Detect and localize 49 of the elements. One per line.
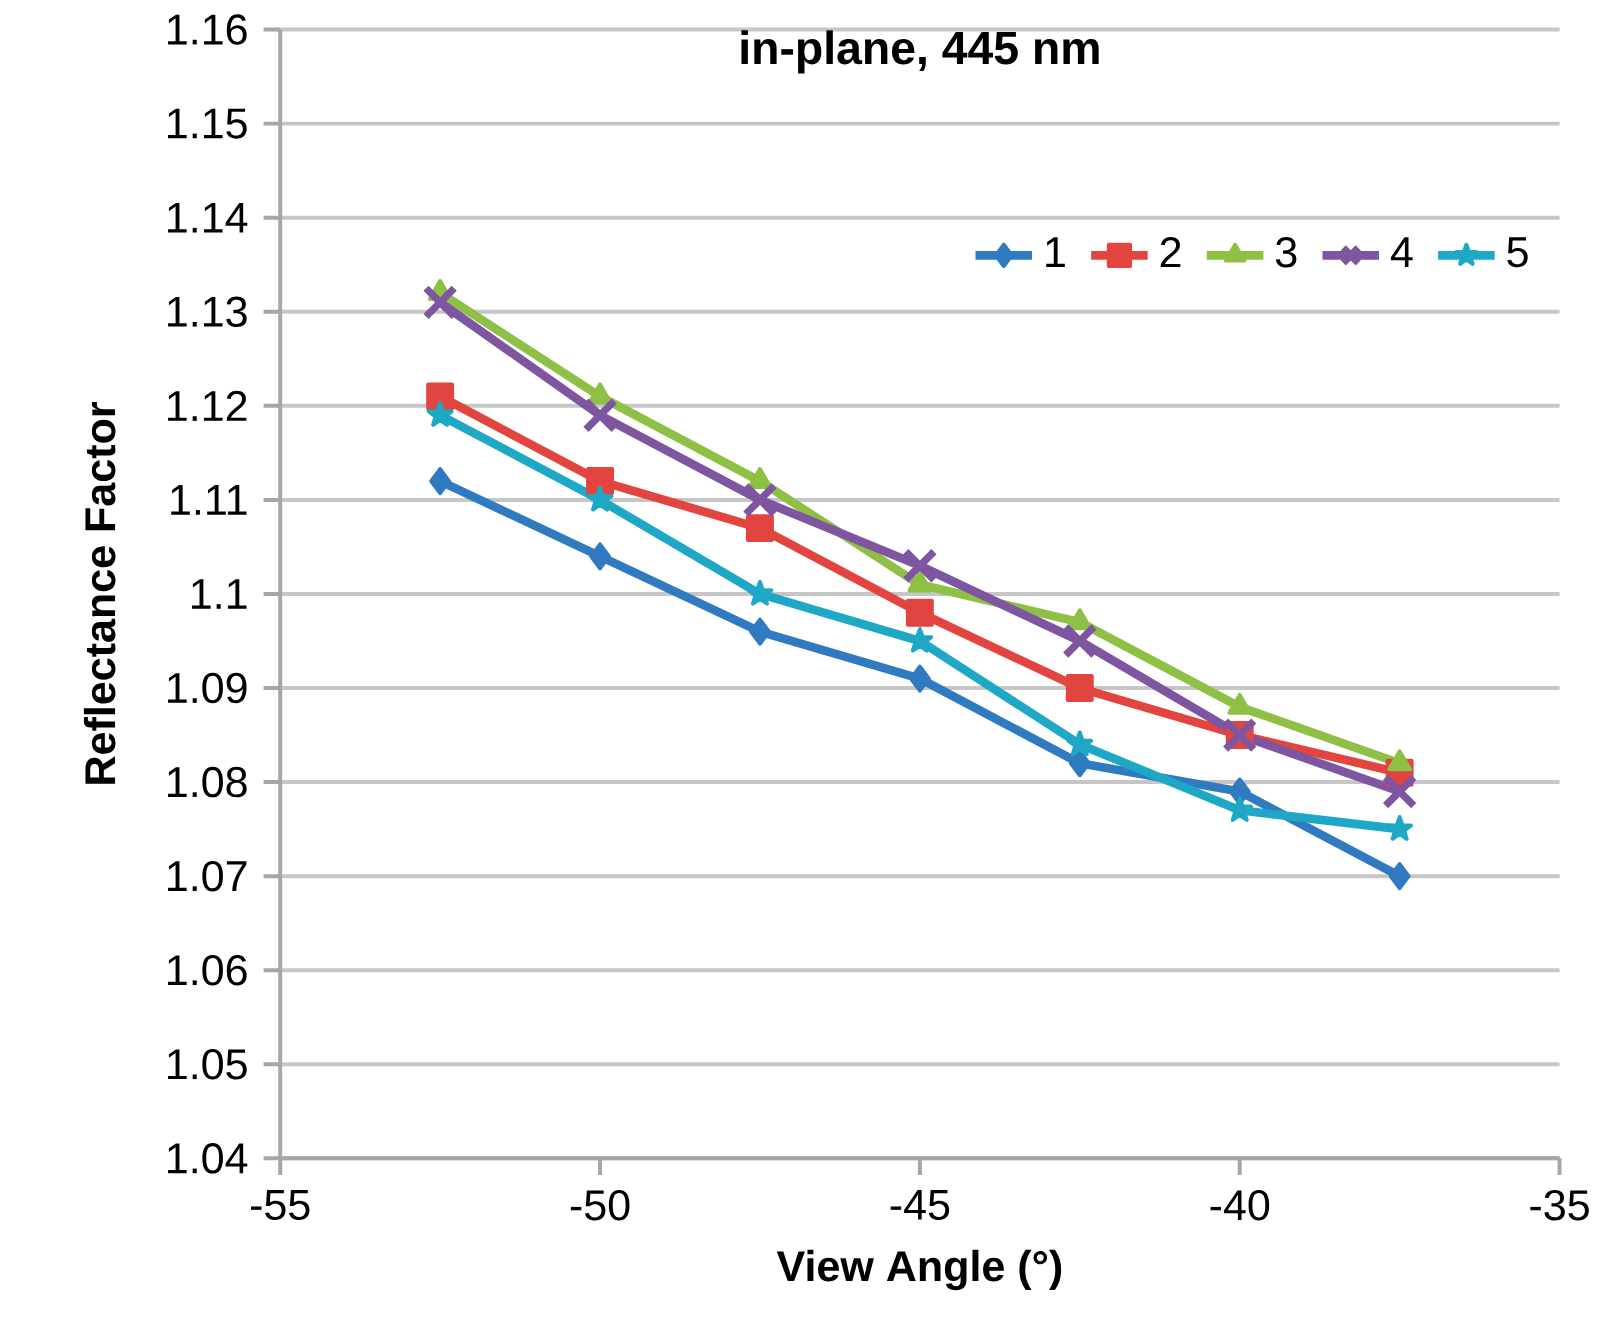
point — [749, 617, 771, 646]
point — [586, 486, 614, 512]
y-tick-label: 1.08 — [168, 766, 247, 798]
legend-label: 1 — [1046, 237, 1065, 267]
y-tick-label: 1.05 — [168, 1049, 247, 1080]
point — [902, 548, 938, 584]
point — [742, 482, 778, 518]
y-tick-label: 1.09 — [168, 672, 247, 704]
point — [426, 382, 455, 411]
x-axis-title: View Angle (°) — [776, 1249, 1062, 1291]
y-tick-label: 1.1 — [192, 579, 247, 609]
y-tick-label: 1.07 — [168, 860, 247, 892]
point — [1386, 815, 1413, 841]
legend-label: 2 — [1160, 237, 1181, 268]
x-tick-label: -40 — [1210, 1190, 1270, 1221]
point — [1226, 796, 1254, 823]
y-tick-label: 1.13 — [168, 296, 247, 328]
point — [746, 514, 774, 543]
point — [1068, 749, 1091, 778]
point — [589, 542, 611, 571]
x-tick-label: -50 — [570, 1190, 630, 1221]
legend-label: 5 — [1507, 237, 1528, 268]
point — [1066, 730, 1094, 757]
point — [746, 580, 774, 606]
x-tick-label: -35 — [1530, 1190, 1589, 1221]
point — [905, 598, 934, 627]
legend-label: 3 — [1275, 237, 1297, 268]
y-tick-label: 1.14 — [168, 202, 248, 233]
y-tick-label: 1.12 — [168, 390, 247, 421]
point — [582, 397, 618, 434]
x-tick-label: -55 — [251, 1190, 310, 1221]
point — [1065, 674, 1094, 703]
point — [1062, 623, 1098, 659]
point — [429, 467, 452, 496]
chart-title: in-plane, 445 nm — [741, 30, 1099, 74]
point — [1388, 862, 1411, 891]
point — [422, 284, 458, 321]
y-tick-label: 1.15 — [168, 108, 247, 139]
y-tick-label: 1.04 — [168, 1143, 248, 1174]
y-tick-label: 1.11 — [171, 485, 247, 515]
legend-label: 4 — [1390, 237, 1413, 267]
point — [1381, 773, 1418, 810]
point — [426, 401, 454, 427]
point — [908, 664, 931, 693]
point — [586, 467, 614, 496]
y-tick-label: 1.16 — [168, 14, 247, 45]
x-tick-label: -45 — [890, 1190, 950, 1221]
y-axis-title: Reflectance Factor — [83, 402, 116, 784]
y-tick-label: 1.06 — [168, 955, 247, 986]
